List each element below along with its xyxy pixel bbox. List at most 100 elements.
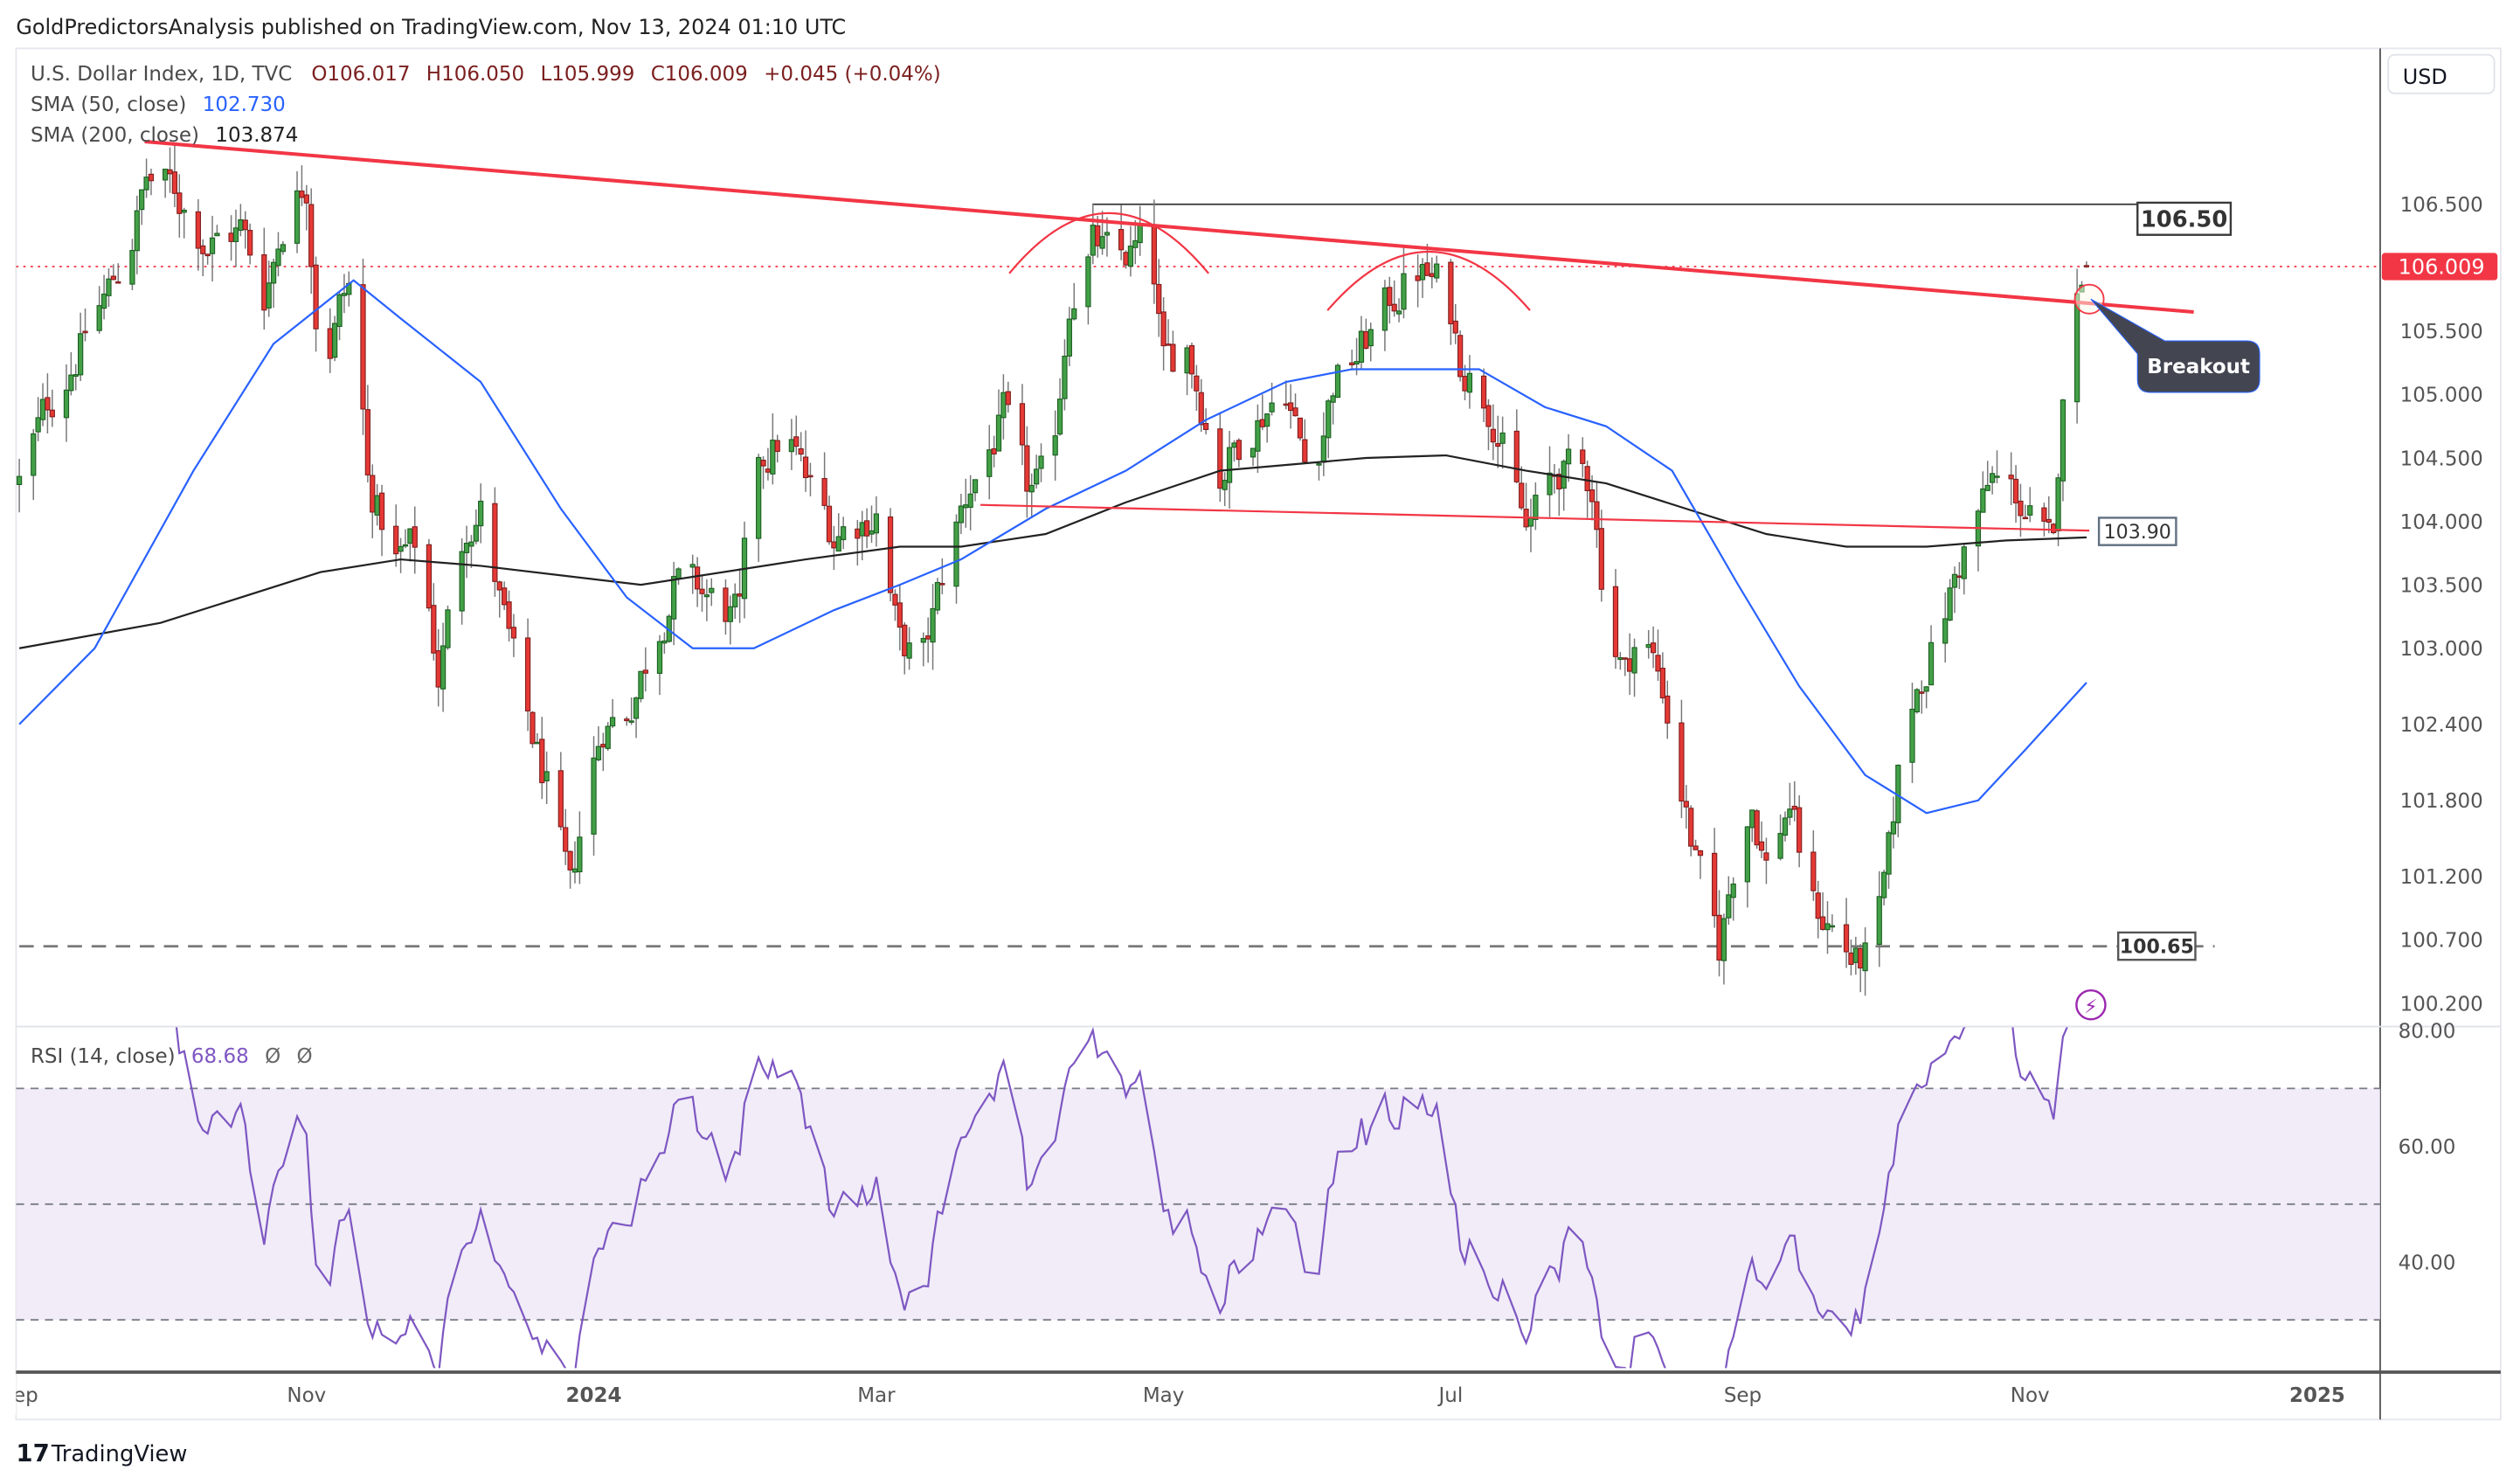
candle-up[interactable] [1824,923,1831,931]
candle-up[interactable] [841,526,847,541]
candle-down[interactable] [699,588,705,594]
candle-up[interactable] [628,720,634,723]
candle-up[interactable] [1127,246,1134,267]
candle-down[interactable] [821,477,827,506]
candle-down[interactable] [1580,449,1586,464]
candle-up[interactable] [1980,488,1986,513]
candle-down[interactable] [1292,407,1298,417]
candle-up[interactable] [35,417,41,433]
candle-down[interactable] [1716,914,1722,961]
candle-up[interactable] [869,530,875,535]
candle-up[interactable] [1533,495,1539,520]
candle-up[interactable] [96,305,102,331]
candle-down[interactable] [1259,419,1265,427]
candle-down[interactable] [1791,806,1797,810]
candle-down[interactable] [1288,402,1294,412]
candle-down[interactable] [1415,275,1421,281]
candle-up[interactable] [232,227,239,242]
candle-up[interactable] [1071,308,1077,320]
candle-down[interactable] [1513,430,1520,482]
candle-up[interactable] [1466,372,1473,393]
candle-down[interactable] [1297,417,1304,439]
candle-down[interactable] [1198,392,1204,426]
candle-up[interactable] [1645,643,1651,648]
candle-down[interactable] [496,581,502,591]
candle-down[interactable] [1797,807,1803,853]
candle-down[interactable] [765,468,772,473]
candle-up[interactable] [633,697,640,719]
candle-down[interactable] [200,245,206,254]
candle-up[interactable] [478,500,484,527]
candle-up[interactable] [1320,435,1326,463]
candle-down[interactable] [2083,265,2090,267]
candle-up[interactable] [1744,826,1751,883]
candle-up[interactable] [661,640,668,644]
candle-up[interactable] [788,439,795,453]
candle-down[interactable] [1349,362,1355,366]
candle-down[interactable] [1457,335,1464,378]
candle-down[interactable] [1697,849,1704,856]
candle-down[interactable] [694,566,701,590]
candle-up[interactable] [106,278,112,296]
candle-down[interactable] [1194,375,1200,392]
candle-down[interactable] [902,624,908,656]
candle-down[interactable] [1810,851,1817,891]
candle-up[interactable] [1561,461,1567,489]
candle-down[interactable] [1165,343,1172,346]
candle-down[interactable] [431,605,437,654]
candle-down[interactable] [723,587,729,622]
candle-up[interactable] [1777,833,1783,859]
lightning-icon[interactable] [2075,988,2107,1021]
candle-down[interactable] [1519,482,1525,509]
candle-up[interactable] [63,389,70,419]
candle-down[interactable] [1151,225,1157,285]
candle-up[interactable] [605,725,611,749]
candle-up[interactable] [1381,287,1388,331]
candle-up[interactable] [1923,686,1929,692]
candle-up[interactable] [1222,480,1228,490]
candle-down[interactable] [1202,422,1209,430]
candle-down[interactable] [991,447,997,454]
candle-down[interactable] [247,230,253,256]
candle-down[interactable] [115,281,121,284]
candle-down[interactable] [826,505,833,543]
candle-down[interactable] [148,173,155,182]
candle-up[interactable] [953,521,959,587]
candle-down[interactable] [557,770,564,828]
candle-up[interactable] [1038,455,1044,469]
candle-up[interactable] [463,543,470,553]
candle-up[interactable] [1914,689,1921,713]
candle-up[interactable] [134,210,140,252]
candle-down[interactable] [1763,852,1769,861]
breakout-callout[interactable] [2090,298,2260,393]
candle-up[interactable] [39,399,46,420]
candle-down[interactable] [1429,273,1435,278]
candle-down[interactable] [261,253,267,311]
candle-up[interactable] [2060,399,2067,482]
candle-up[interactable] [534,741,540,745]
candle-up[interactable] [445,609,451,648]
candle-down[interactable] [1424,262,1430,276]
candle-up[interactable] [1499,432,1506,444]
candle-up[interactable] [129,250,135,285]
candle-down[interactable] [299,191,305,198]
candle-down[interactable] [600,744,606,748]
candle-up[interactable] [398,545,404,552]
candle-down[interactable] [228,232,234,242]
candle-down[interactable] [171,171,178,194]
candle-up[interactable] [689,564,696,568]
candle-up[interactable] [595,745,602,760]
candle-up[interactable] [859,522,865,537]
candle-up[interactable] [972,479,979,494]
candle-up[interactable] [1358,330,1365,363]
candle-up[interactable] [1852,947,1859,963]
candle-down[interactable] [524,637,531,712]
candle-up[interactable] [440,645,447,690]
candle-down[interactable] [1693,845,1699,850]
candle-down[interactable] [1490,428,1496,443]
candle-down[interactable] [1683,801,1689,808]
candle-down[interactable] [1452,320,1458,334]
candle-down[interactable] [793,436,800,447]
candle-up[interactable] [1961,546,1967,579]
candle-up[interactable] [468,541,474,547]
